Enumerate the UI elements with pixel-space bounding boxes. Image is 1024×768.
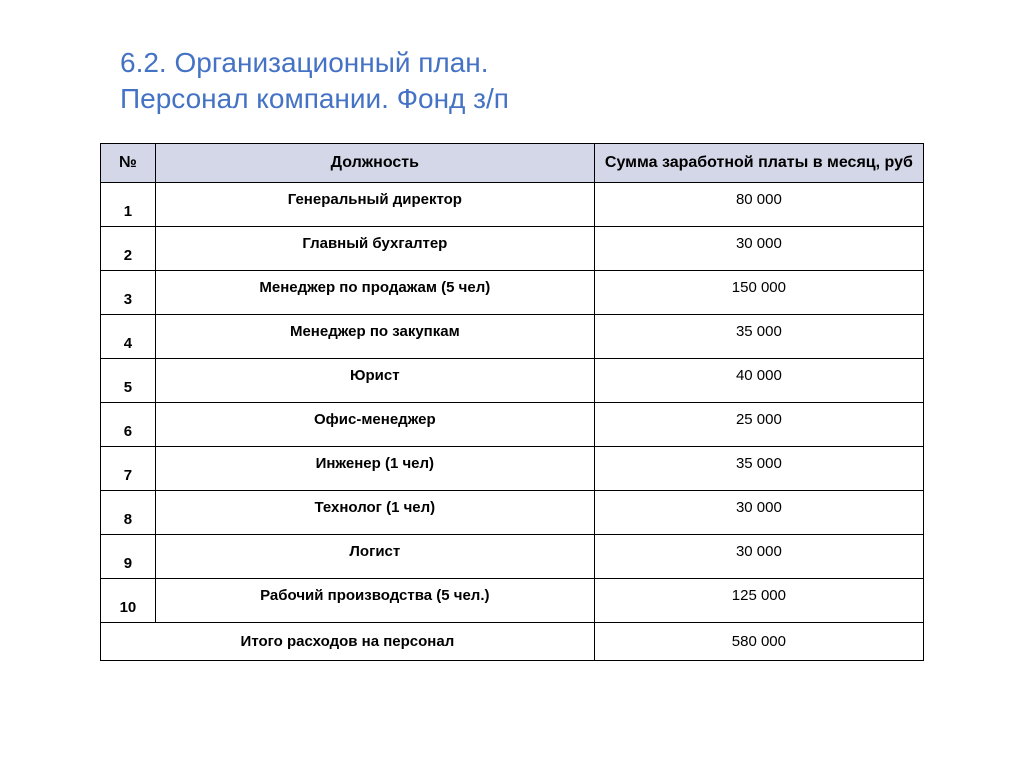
cell-num: 9: [101, 534, 156, 578]
cell-position: Логист: [155, 534, 594, 578]
table-row: 1 Генеральный директор 80 000: [101, 182, 924, 226]
cell-num: 2: [101, 226, 156, 270]
title-line-1: 6.2. Организационный план.: [120, 47, 489, 78]
cell-salary: 30 000: [594, 226, 923, 270]
cell-salary: 150 000: [594, 270, 923, 314]
cell-salary: 35 000: [594, 314, 923, 358]
cell-salary: 30 000: [594, 490, 923, 534]
title-line-2: Персонал компании. Фонд з/п: [120, 83, 509, 114]
cell-num: 7: [101, 446, 156, 490]
cell-num: 8: [101, 490, 156, 534]
cell-num: 5: [101, 358, 156, 402]
salary-table: № Должность Сумма заработной платы в мес…: [100, 143, 924, 661]
slide-title: 6.2. Организационный план. Персонал комп…: [100, 45, 924, 118]
table-row: 3 Менеджер по продажам (5 чел) 150 000: [101, 270, 924, 314]
cell-position: Рабочий производства (5 чел.): [155, 578, 594, 622]
cell-position: Генеральный директор: [155, 182, 594, 226]
cell-num: 10: [101, 578, 156, 622]
cell-num: 6: [101, 402, 156, 446]
cell-position: Технолог (1 чел): [155, 490, 594, 534]
cell-position: Менеджер по закупкам: [155, 314, 594, 358]
cell-salary: 35 000: [594, 446, 923, 490]
cell-num: 4: [101, 314, 156, 358]
cell-salary: 30 000: [594, 534, 923, 578]
table-row: 2 Главный бухгалтер 30 000: [101, 226, 924, 270]
cell-num: 3: [101, 270, 156, 314]
cell-salary: 80 000: [594, 182, 923, 226]
table-row: 9 Логист 30 000: [101, 534, 924, 578]
header-salary: Сумма заработной платы в месяц, руб: [594, 143, 923, 182]
cell-salary: 125 000: [594, 578, 923, 622]
cell-position: Юрист: [155, 358, 594, 402]
table-row: 10 Рабочий производства (5 чел.) 125 000: [101, 578, 924, 622]
cell-salary: 25 000: [594, 402, 923, 446]
cell-num: 1: [101, 182, 156, 226]
table-body: 1 Генеральный директор 80 000 2 Главный …: [101, 182, 924, 622]
header-num: №: [101, 143, 156, 182]
table-row: 8 Технолог (1 чел) 30 000: [101, 490, 924, 534]
table-row: 5 Юрист 40 000: [101, 358, 924, 402]
cell-position: Инженер (1 чел): [155, 446, 594, 490]
cell-position: Менеджер по продажам (5 чел): [155, 270, 594, 314]
table-header-row: № Должность Сумма заработной платы в мес…: [101, 143, 924, 182]
cell-position: Офис-менеджер: [155, 402, 594, 446]
cell-salary: 40 000: [594, 358, 923, 402]
table-footer-row: Итого расходов на персонал 580 000: [101, 622, 924, 660]
footer-label: Итого расходов на персонал: [101, 622, 595, 660]
cell-position: Главный бухгалтер: [155, 226, 594, 270]
table-row: 7 Инженер (1 чел) 35 000: [101, 446, 924, 490]
table-row: 6 Офис-менеджер 25 000: [101, 402, 924, 446]
header-position: Должность: [155, 143, 594, 182]
footer-value: 580 000: [594, 622, 923, 660]
table-row: 4 Менеджер по закупкам 35 000: [101, 314, 924, 358]
